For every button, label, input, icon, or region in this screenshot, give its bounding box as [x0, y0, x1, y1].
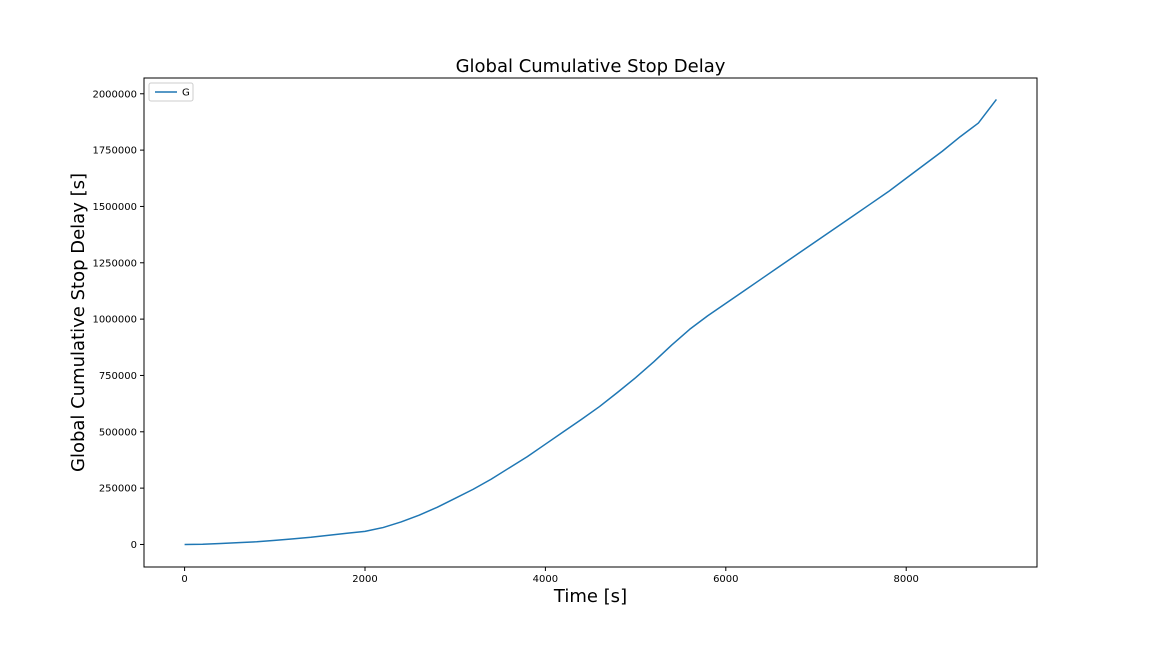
y-tick-label: 2000000 [92, 89, 137, 100]
y-tick-label: 750000 [99, 371, 137, 382]
legend: G [148, 82, 194, 102]
x-tick-label: 2000 [352, 574, 377, 585]
y-tick-label: 1250000 [92, 258, 137, 269]
y-tick-label: 1000000 [92, 315, 137, 326]
legend-label: G [182, 88, 190, 99]
x-tick-label: 0 [181, 574, 187, 585]
x-axis: 0 2000 4000 6000 8000 [181, 567, 919, 585]
x-axis-label: Time [s] [553, 586, 627, 607]
plot-layer [184, 98, 998, 546]
x-tick-label: 4000 [533, 574, 558, 585]
y-tick-label: 500000 [99, 427, 137, 438]
y-tick-label: 1500000 [92, 202, 137, 213]
y-tick-label: 0 [131, 540, 137, 551]
x-tick-label: 6000 [713, 574, 738, 585]
x-tick-label: 8000 [893, 574, 918, 585]
y-tick-label: 1750000 [92, 146, 137, 157]
y-axis-label: Global Cumulative Stop Delay [s] [68, 173, 89, 472]
series-line-G [184, 98, 998, 546]
chart-title: Global Cumulative Stop Delay [456, 56, 726, 77]
y-axis: 0 250000 500000 750000 1000000 1250000 1500000… [92, 89, 144, 551]
axes-frame [143, 77, 1038, 568]
y-tick-label: 250000 [99, 484, 137, 495]
